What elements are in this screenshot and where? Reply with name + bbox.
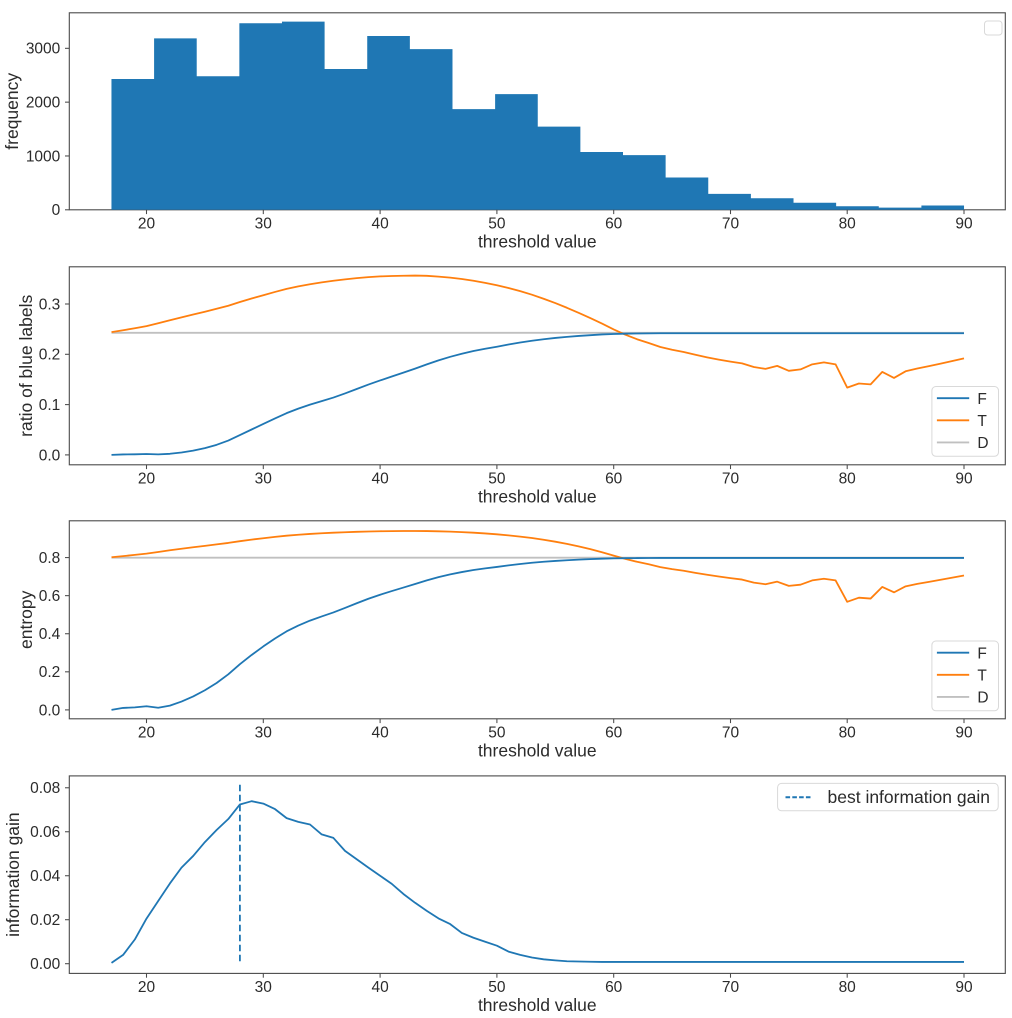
svg-text:20: 20 xyxy=(138,979,156,996)
svg-text:0.2: 0.2 xyxy=(39,664,61,681)
svg-text:best information gain: best information gain xyxy=(828,787,990,807)
svg-text:0.1: 0.1 xyxy=(39,397,61,414)
svg-text:20: 20 xyxy=(138,724,156,741)
svg-text:50: 50 xyxy=(488,724,506,741)
svg-text:D: D xyxy=(977,435,988,452)
svg-text:threshold value: threshold value xyxy=(478,740,597,760)
svg-text:3000: 3000 xyxy=(26,41,61,58)
svg-text:40: 40 xyxy=(371,724,389,741)
svg-text:80: 80 xyxy=(839,215,857,232)
svg-text:30: 30 xyxy=(255,470,273,487)
svg-text:0.08: 0.08 xyxy=(30,780,60,797)
svg-text:70: 70 xyxy=(722,979,740,996)
svg-text:T: T xyxy=(977,668,987,685)
svg-text:90: 90 xyxy=(955,470,973,487)
svg-text:0.8: 0.8 xyxy=(39,550,61,567)
svg-text:80: 80 xyxy=(839,724,857,741)
svg-text:0.3: 0.3 xyxy=(39,296,61,313)
svg-text:2000: 2000 xyxy=(26,95,61,112)
svg-text:0.6: 0.6 xyxy=(39,588,61,605)
svg-text:50: 50 xyxy=(488,979,506,996)
svg-text:0.0: 0.0 xyxy=(39,702,61,719)
svg-text:90: 90 xyxy=(955,979,973,996)
svg-text:1000: 1000 xyxy=(26,148,61,165)
svg-text:0: 0 xyxy=(52,202,61,219)
svg-text:50: 50 xyxy=(488,470,506,487)
svg-text:50: 50 xyxy=(488,215,506,232)
svg-text:40: 40 xyxy=(371,215,389,232)
svg-text:70: 70 xyxy=(722,215,740,232)
svg-text:T: T xyxy=(977,413,987,430)
svg-text:0.2: 0.2 xyxy=(39,347,61,364)
svg-text:F: F xyxy=(977,391,986,408)
svg-text:0.04: 0.04 xyxy=(30,868,61,885)
svg-text:0.00: 0.00 xyxy=(30,956,61,973)
svg-text:frequency: frequency xyxy=(2,73,22,150)
svg-text:0.02: 0.02 xyxy=(30,912,60,929)
svg-text:0.0: 0.0 xyxy=(39,447,61,464)
svg-text:60: 60 xyxy=(605,724,623,741)
svg-text:0.06: 0.06 xyxy=(30,824,60,841)
svg-text:20: 20 xyxy=(138,215,156,232)
svg-text:70: 70 xyxy=(722,724,740,741)
svg-text:20: 20 xyxy=(138,470,156,487)
svg-text:60: 60 xyxy=(605,979,623,996)
svg-text:90: 90 xyxy=(955,724,973,741)
svg-text:30: 30 xyxy=(255,215,273,232)
svg-text:threshold value: threshold value xyxy=(478,231,597,251)
svg-text:40: 40 xyxy=(371,470,389,487)
svg-text:ratio of blue labels: ratio of blue labels xyxy=(16,295,36,437)
svg-text:30: 30 xyxy=(255,724,273,741)
svg-text:information gain: information gain xyxy=(3,812,23,937)
svg-text:80: 80 xyxy=(839,979,857,996)
svg-text:F: F xyxy=(977,646,986,663)
svg-text:threshold value: threshold value xyxy=(478,486,597,506)
svg-text:80: 80 xyxy=(839,470,857,487)
svg-text:60: 60 xyxy=(605,470,623,487)
svg-text:threshold value: threshold value xyxy=(478,995,597,1013)
svg-text:90: 90 xyxy=(955,215,973,232)
svg-text:entropy: entropy xyxy=(16,590,36,649)
svg-text:0.4: 0.4 xyxy=(39,626,61,643)
svg-text:70: 70 xyxy=(722,470,740,487)
svg-text:30: 30 xyxy=(255,979,273,996)
svg-text:40: 40 xyxy=(371,979,389,996)
svg-text:D: D xyxy=(977,690,988,707)
svg-text:60: 60 xyxy=(605,215,623,232)
